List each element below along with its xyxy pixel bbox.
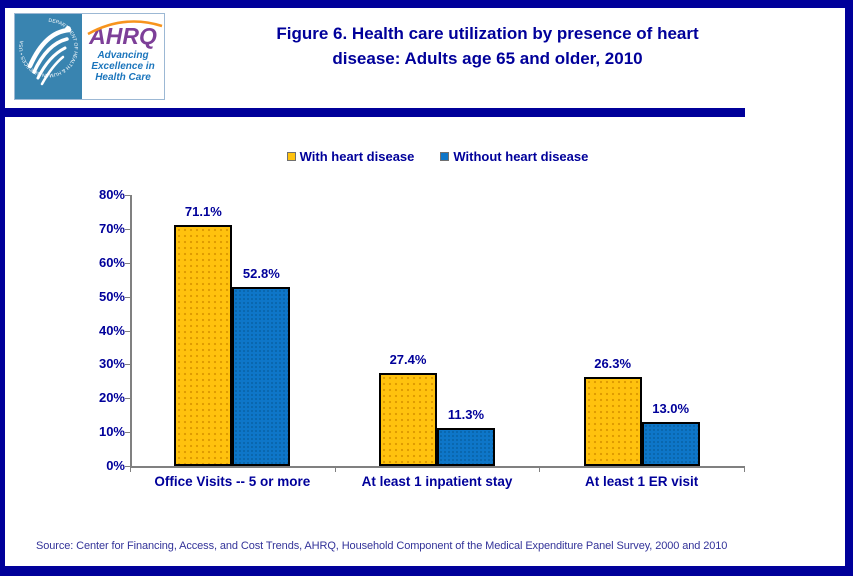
y-tick-label: 60%: [98, 254, 125, 270]
legend-item-without-heart-disease: Without heart disease: [440, 149, 588, 164]
frame-border-bottom: [0, 566, 853, 576]
y-tick-mark: [125, 466, 130, 467]
y-tick-label: 70%: [98, 220, 125, 236]
x-axis-line: [130, 466, 745, 468]
ahrq-wordmark-panel: AHRQ Advancing Excellence in Health Care: [82, 14, 164, 99]
legend-key-icon: [286, 152, 296, 161]
figure-title-line-2: disease: Adults age 65 and older, 2010: [332, 49, 643, 68]
x-category-label: At least 1 inpatient stay: [361, 474, 513, 489]
y-tick-label: 0%: [106, 458, 125, 473]
bar-without-heart-disease: [437, 428, 495, 466]
bar-value-label: 71.1%: [184, 204, 222, 219]
bar-value-label: 11.3%: [447, 407, 485, 422]
legend-label: With heart disease: [299, 149, 415, 164]
y-tick-mark: [125, 296, 130, 298]
ahrq-swoosh-icon: [87, 20, 163, 36]
bar-without-heart-disease: [232, 287, 291, 466]
y-tick-label: 10%: [98, 424, 125, 440]
figure-title-line-1: Figure 6. Health care utilization by pre…: [276, 24, 699, 43]
frame-border-top: [0, 0, 853, 8]
y-tick-mark: [125, 195, 130, 196]
y-tick-label: 20%: [98, 390, 125, 406]
legend-label: Without heart disease: [453, 149, 589, 164]
bar-with-heart-disease: [174, 225, 233, 466]
x-tick-mark: [334, 467, 336, 472]
bar-with-heart-disease: [583, 377, 642, 466]
ahrq-hhs-logo: DEPARTMENT OF HEALTH & HUMAN SERVICES • …: [14, 13, 165, 100]
bar-without-heart-disease: [641, 422, 700, 466]
frame-border-right: [845, 0, 853, 576]
x-tick-mark: [539, 467, 541, 472]
tagline-line-3: Health Care: [95, 72, 151, 83]
source-note: Source: Center for Financing, Access, an…: [36, 540, 728, 552]
bar-value-label: 26.3%: [594, 356, 632, 371]
x-category-label: At least 1 ER visit: [585, 474, 699, 489]
x-tick-mark: [744, 467, 745, 472]
y-tick-mark: [125, 432, 130, 434]
y-tick-label: 30%: [98, 356, 125, 372]
y-tick-label: 50%: [98, 288, 125, 304]
hhs-seal: DEPARTMENT OF HEALTH & HUMAN SERVICES • …: [15, 14, 82, 99]
chart-legend: With heart disease Without heart disease: [130, 149, 745, 164]
y-tick-mark: [125, 364, 130, 366]
legend-key-icon: [440, 152, 450, 161]
bar-value-label: 27.4%: [389, 352, 427, 367]
x-category-label: Office Visits -- 5 or more: [154, 474, 311, 489]
ahrq-tagline: Advancing Excellence in Health Care: [82, 50, 164, 83]
y-tick-mark: [125, 228, 130, 230]
y-axis-line: [130, 195, 132, 466]
y-tick-label: 40%: [98, 322, 125, 338]
figure-title: Figure 6. Health care utilization by pre…: [195, 21, 780, 71]
header-divider-bar: [0, 108, 745, 117]
y-tick-mark: [125, 398, 130, 400]
y-tick-label: 80%: [98, 187, 125, 202]
y-tick-mark: [125, 262, 130, 264]
y-tick-mark: [125, 330, 130, 332]
bar-value-label: 52.8%: [242, 266, 280, 281]
tagline-line-2: Excellence in: [91, 61, 155, 72]
bar-with-heart-disease: [379, 373, 437, 466]
legend-item-with-heart-disease: With heart disease: [286, 149, 415, 164]
bar-value-label: 13.0%: [652, 401, 690, 416]
x-tick-mark: [130, 467, 131, 472]
tagline-line-1: Advancing: [97, 50, 149, 61]
hhs-eagle-icon: DEPARTMENT OF HEALTH & HUMAN SERVICES • …: [18, 18, 79, 86]
frame-border-left: [0, 0, 5, 576]
